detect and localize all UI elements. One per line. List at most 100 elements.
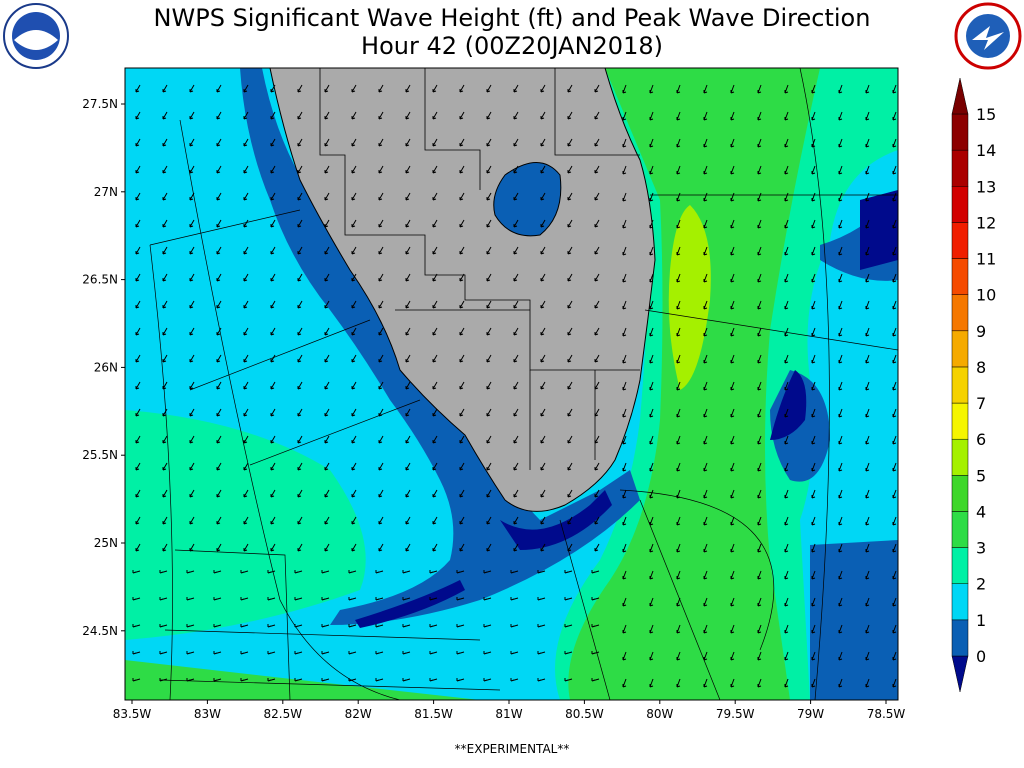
- arrow: [267, 624, 276, 628]
- arrow: [378, 489, 384, 498]
- arrow: [324, 84, 330, 93]
- arrow: [459, 327, 465, 336]
- arrow: [378, 381, 384, 390]
- shallow-zone: [860, 190, 898, 270]
- arrow: [838, 138, 843, 148]
- arrow: [216, 543, 222, 552]
- arrow: [270, 219, 276, 228]
- arrow: [811, 624, 816, 634]
- arrow: [216, 111, 222, 120]
- arrow: [432, 273, 438, 282]
- arrow: [243, 84, 249, 93]
- arrow: [405, 435, 411, 444]
- arrow: [811, 273, 816, 283]
- arrow: [784, 327, 789, 337]
- arrow: [321, 570, 330, 574]
- colorbar-label: 12: [976, 213, 996, 232]
- arrow: [189, 327, 195, 336]
- arrow: [892, 354, 897, 364]
- lon-label: 79W: [797, 707, 824, 721]
- arrow: [703, 246, 708, 256]
- arrow: [892, 516, 897, 526]
- arrow: [730, 165, 735, 175]
- arrow: [486, 408, 492, 417]
- arrow: [540, 435, 546, 444]
- arrow: [649, 273, 654, 283]
- arrow: [456, 597, 465, 601]
- arrow: [483, 678, 492, 682]
- arrow: [540, 543, 546, 552]
- arrow: [513, 381, 519, 390]
- arrow: [865, 327, 870, 337]
- arrow: [730, 381, 735, 391]
- arrow: [132, 651, 141, 655]
- arrow: [405, 543, 411, 552]
- arrow: [486, 300, 492, 309]
- arrow: [213, 678, 222, 682]
- arrow: [243, 354, 249, 363]
- arrow: [540, 111, 546, 120]
- arrow: [892, 543, 897, 553]
- arrow: [703, 489, 708, 499]
- arrow: [784, 543, 789, 553]
- arrow: [811, 462, 816, 472]
- arrow: [594, 111, 600, 120]
- arrow: [405, 219, 411, 228]
- colorbar-label: 14: [976, 141, 996, 160]
- colorbar-band: [951, 438, 969, 476]
- arrow: [351, 381, 357, 390]
- arrow: [649, 84, 654, 94]
- arrow: [270, 273, 276, 282]
- map-area: [125, 68, 898, 700]
- arrow: [540, 408, 546, 417]
- arrow: [216, 84, 222, 93]
- arrow: [730, 138, 735, 148]
- arrow: [567, 489, 573, 498]
- arrow: [216, 489, 222, 498]
- arrow: [703, 219, 708, 229]
- arrow: [486, 84, 492, 93]
- arrow: [811, 597, 816, 607]
- arrow: [892, 111, 897, 121]
- arrow: [676, 111, 681, 121]
- arrow: [432, 138, 438, 147]
- arrow: [297, 138, 303, 147]
- arrow: [297, 192, 303, 201]
- arrow: [865, 111, 870, 121]
- lon-label: 81.5W: [414, 707, 453, 721]
- arrow: [297, 165, 303, 174]
- colorbar-band: [951, 149, 969, 187]
- arrow: [567, 516, 573, 525]
- arrow: [378, 219, 384, 228]
- arrow: [243, 273, 249, 282]
- arrow: [649, 435, 654, 445]
- arrow: [240, 651, 249, 655]
- colorbar-label: 10: [976, 286, 996, 305]
- arrow: [567, 246, 573, 255]
- arrow: [405, 381, 411, 390]
- arrow: [865, 462, 870, 472]
- arrow: [540, 273, 546, 282]
- arrow: [622, 273, 627, 283]
- arrow: [730, 408, 735, 418]
- wave-zone: [568, 68, 820, 700]
- arrow: [649, 516, 654, 526]
- arrow: [622, 381, 627, 391]
- arrow: [375, 678, 384, 682]
- arrow: [294, 570, 303, 574]
- lat-label: 27N: [94, 185, 118, 199]
- arrow: [294, 651, 303, 655]
- arrow: [243, 381, 249, 390]
- arrow: [567, 327, 573, 336]
- arrow: [676, 327, 681, 337]
- arrow: [351, 462, 357, 471]
- arrow: [649, 111, 654, 121]
- colorbar-band: [951, 619, 969, 657]
- arrow: [540, 489, 546, 498]
- arrow: [865, 489, 870, 499]
- lat-label: 27.5N: [82, 97, 118, 111]
- arrow: [132, 570, 141, 574]
- arrow: [351, 273, 357, 282]
- arrow: [324, 543, 330, 552]
- arrow: [240, 570, 249, 574]
